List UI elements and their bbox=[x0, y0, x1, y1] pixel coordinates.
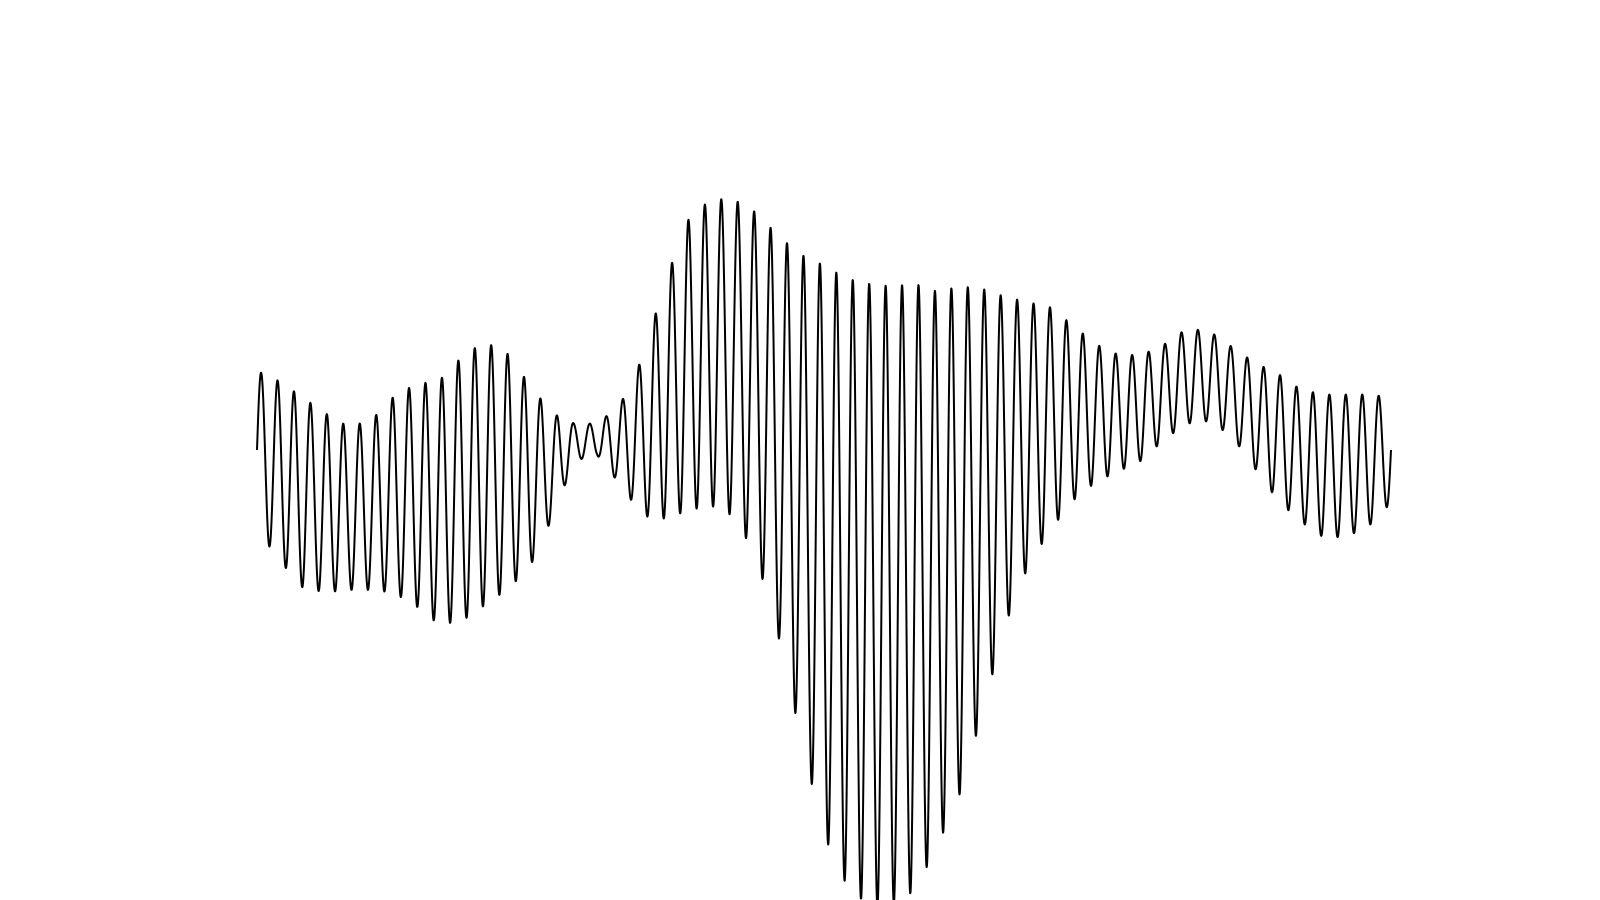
series-layer bbox=[256, 198, 1392, 900]
series-line-0 bbox=[256, 198, 1392, 900]
